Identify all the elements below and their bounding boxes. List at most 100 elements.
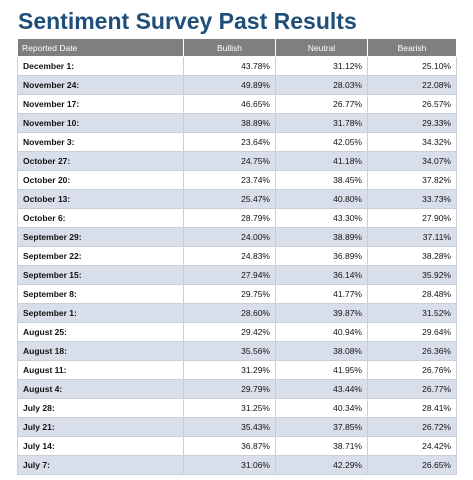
- table-row: November 10: 38.89% 31.78% 29.33%: [17, 113, 457, 133]
- header-reported-date: Reported Date: [17, 38, 184, 57]
- cell-bullish: 35.43%: [183, 417, 276, 437]
- cell-bullish: 25.47%: [183, 189, 276, 209]
- table-row: October 13: 25.47% 40.80% 33.73%: [17, 189, 457, 209]
- cell-bearish: 33.73%: [367, 189, 457, 209]
- header-row: Reported Date Bullish Neutral Bearish: [17, 38, 457, 57]
- cell-bearish: 22.08%: [367, 75, 457, 95]
- cell-reported-date: December 1:: [17, 56, 184, 76]
- cell-neutral: 41.18%: [275, 151, 368, 171]
- cell-reported-date: August 4:: [17, 379, 184, 399]
- cell-bearish: 26.77%: [367, 379, 457, 399]
- cell-bearish: 26.65%: [367, 455, 457, 475]
- cell-reported-date: September 1:: [17, 303, 184, 323]
- cell-reported-date: September 29:: [17, 227, 184, 247]
- cell-bullish: 31.25%: [183, 398, 276, 418]
- cell-bullish: 46.65%: [183, 94, 276, 114]
- table-row: December 1: 43.78% 31.12% 25.10%: [17, 56, 457, 76]
- cell-bearish: 31.52%: [367, 303, 457, 323]
- cell-bullish: 38.89%: [183, 113, 276, 133]
- cell-neutral: 38.89%: [275, 227, 368, 247]
- cell-reported-date: August 25:: [17, 322, 184, 342]
- cell-reported-date: September 15:: [17, 265, 184, 285]
- table-row: September 22: 24.83% 36.89% 38.28%: [17, 246, 457, 266]
- cell-reported-date: September 8:: [17, 284, 184, 304]
- cell-bearish: 29.64%: [367, 322, 457, 342]
- table-row: July 28: 31.25% 40.34% 28.41%: [17, 398, 457, 418]
- cell-reported-date: August 18:: [17, 341, 184, 361]
- cell-bearish: 35.92%: [367, 265, 457, 285]
- cell-bullish: 27.94%: [183, 265, 276, 285]
- cell-reported-date: July 14:: [17, 436, 184, 456]
- cell-neutral: 43.30%: [275, 208, 368, 228]
- cell-bearish: 26.57%: [367, 94, 457, 114]
- cell-reported-date: November 24:: [17, 75, 184, 95]
- cell-bearish: 26.72%: [367, 417, 457, 437]
- table-body: December 1: 43.78% 31.12% 25.10% November 24…: [17, 56, 457, 475]
- cell-bearish: 34.07%: [367, 151, 457, 171]
- sentiment-results-table: Reported Date Bullish Neutral Bearish De…: [17, 38, 457, 475]
- cell-neutral: 26.77%: [275, 94, 368, 114]
- header-bullish: Bullish: [183, 38, 276, 57]
- cell-reported-date: October 20:: [17, 170, 184, 190]
- cell-neutral: 37.85%: [275, 417, 368, 437]
- cell-bullish: 49.89%: [183, 75, 276, 95]
- cell-reported-date: October 27:: [17, 151, 184, 171]
- cell-bullish: 23.74%: [183, 170, 276, 190]
- cell-neutral: 31.12%: [275, 56, 368, 76]
- table-row: September 1: 28.60% 39.87% 31.52%: [17, 303, 457, 323]
- table-row: July 7: 31.06% 42.29% 26.65%: [17, 455, 457, 475]
- cell-bullish: 35.56%: [183, 341, 276, 361]
- cell-neutral: 40.94%: [275, 322, 368, 342]
- cell-bearish: 26.36%: [367, 341, 457, 361]
- cell-reported-date: November 10:: [17, 113, 184, 133]
- cell-neutral: 41.77%: [275, 284, 368, 304]
- cell-bearish: 34.32%: [367, 132, 457, 152]
- cell-bullish: 23.64%: [183, 132, 276, 152]
- table-row: November 17: 46.65% 26.77% 26.57%: [17, 94, 457, 114]
- cell-bullish: 29.75%: [183, 284, 276, 304]
- cell-bearish: 28.48%: [367, 284, 457, 304]
- table-row: September 15: 27.94% 36.14% 35.92%: [17, 265, 457, 285]
- cell-bearish: 37.82%: [367, 170, 457, 190]
- table-row: November 24: 49.89% 28.03% 22.08%: [17, 75, 457, 95]
- cell-bullish: 43.78%: [183, 56, 276, 76]
- header-bearish: Bearish: [367, 38, 457, 57]
- cell-neutral: 36.14%: [275, 265, 368, 285]
- table-row: July 21: 35.43% 37.85% 26.72%: [17, 417, 457, 437]
- cell-bullish: 29.42%: [183, 322, 276, 342]
- cell-reported-date: July 28:: [17, 398, 184, 418]
- table-row: November 3: 23.64% 42.05% 34.32%: [17, 132, 457, 152]
- cell-reported-date: November 3:: [17, 132, 184, 152]
- cell-bullish: 29.79%: [183, 379, 276, 399]
- table-row: August 25: 29.42% 40.94% 29.64%: [17, 322, 457, 342]
- cell-bearish: 24.42%: [367, 436, 457, 456]
- cell-neutral: 40.34%: [275, 398, 368, 418]
- table-row: August 11: 31.29% 41.95% 26.76%: [17, 360, 457, 380]
- cell-reported-date: July 7:: [17, 455, 184, 475]
- cell-bullish: 31.06%: [183, 455, 276, 475]
- cell-bearish: 38.28%: [367, 246, 457, 266]
- cell-reported-date: August 11:: [17, 360, 184, 380]
- cell-neutral: 39.87%: [275, 303, 368, 323]
- cell-bearish: 28.41%: [367, 398, 457, 418]
- cell-bearish: 25.10%: [367, 56, 457, 76]
- cell-bullish: 36.87%: [183, 436, 276, 456]
- cell-bearish: 26.76%: [367, 360, 457, 380]
- table-row: September 8: 29.75% 41.77% 28.48%: [17, 284, 457, 304]
- cell-neutral: 38.45%: [275, 170, 368, 190]
- cell-bullish: 24.75%: [183, 151, 276, 171]
- table-row: September 29: 24.00% 38.89% 37.11%: [17, 227, 457, 247]
- cell-neutral: 38.71%: [275, 436, 368, 456]
- cell-neutral: 43.44%: [275, 379, 368, 399]
- cell-neutral: 31.78%: [275, 113, 368, 133]
- cell-reported-date: July 21:: [17, 417, 184, 437]
- table-row: July 14: 36.87% 38.71% 24.42%: [17, 436, 457, 456]
- page-title: Sentiment Survey Past Results: [18, 8, 357, 34]
- cell-neutral: 28.03%: [275, 75, 368, 95]
- cell-neutral: 40.80%: [275, 189, 368, 209]
- cell-reported-date: October 6:: [17, 208, 184, 228]
- cell-bullish: 31.29%: [183, 360, 276, 380]
- cell-bullish: 24.83%: [183, 246, 276, 266]
- cell-bearish: 29.33%: [367, 113, 457, 133]
- cell-bullish: 24.00%: [183, 227, 276, 247]
